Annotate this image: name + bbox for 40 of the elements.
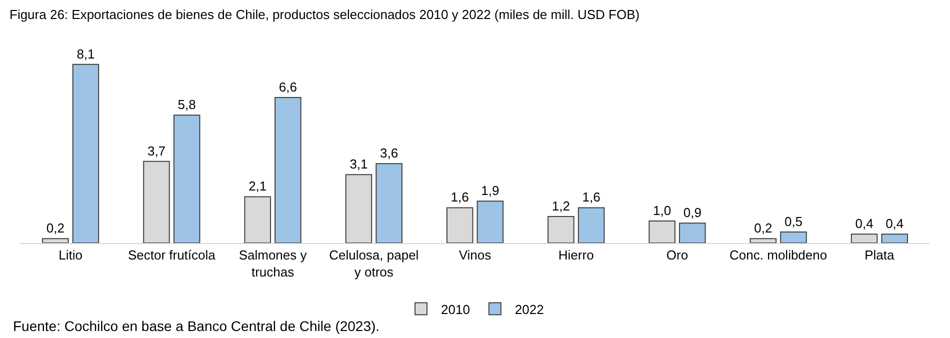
data-label: 8,1 [76, 46, 95, 62]
data-label: 0,9 [683, 205, 702, 220]
data-label: 1,2 [552, 198, 570, 214]
bar [376, 163, 402, 243]
bar [476, 200, 504, 243]
data-label: 0,4 [855, 216, 874, 232]
bar [274, 96, 302, 243]
x-tick-label: Vinos [458, 248, 492, 263]
data-label: 0,4 [886, 216, 904, 232]
legend-label: 2022 [514, 302, 544, 317]
data-label: 2,1 [248, 178, 267, 194]
bar [679, 222, 706, 243]
data-label: 1,0 [653, 202, 672, 218]
x-tick-label: Plata [864, 248, 896, 263]
legend-label: 2010 [441, 302, 470, 317]
data-label: 1,6 [582, 190, 600, 205]
data-label: 3,1 [350, 156, 368, 172]
x-tick-label: Salmones y truchas [238, 248, 308, 280]
data-label: 0,5 [784, 214, 803, 229]
x-tick-label: Celulosa, papel y otros [329, 248, 419, 280]
data-label: 1,9 [481, 183, 500, 198]
data-label: 0,2 [754, 220, 772, 236]
data-label: 6,6 [278, 79, 297, 94]
x-tick-label: Sector frutícola [128, 248, 216, 263]
bar [72, 64, 100, 243]
data-label: 3,7 [147, 143, 166, 158]
bar [881, 234, 908, 243]
x-tick-label: Oro [666, 248, 688, 263]
data-label: 0,2 [46, 220, 64, 236]
data-label: 3,6 [380, 146, 398, 161]
bar [780, 231, 807, 243]
source-note: Fuente: Cochilco en base a Banco Central de Chile (2023). [13, 318, 380, 334]
chart-title: Figura 26: Exportaciones de bienes de Chile, productos seleccionados 2010 y 2022 (miles de mill. USD FOB) [10, 7, 640, 22]
data-label: 5,8 [178, 97, 196, 112]
x-tick-label: Conc. molibdeno [730, 248, 828, 263]
x-tick-label: Litio [58, 248, 82, 263]
bar [578, 207, 605, 243]
x-tick-label: Hierro [558, 248, 594, 263]
bar [173, 114, 200, 243]
data-label: 1,6 [450, 190, 469, 205]
